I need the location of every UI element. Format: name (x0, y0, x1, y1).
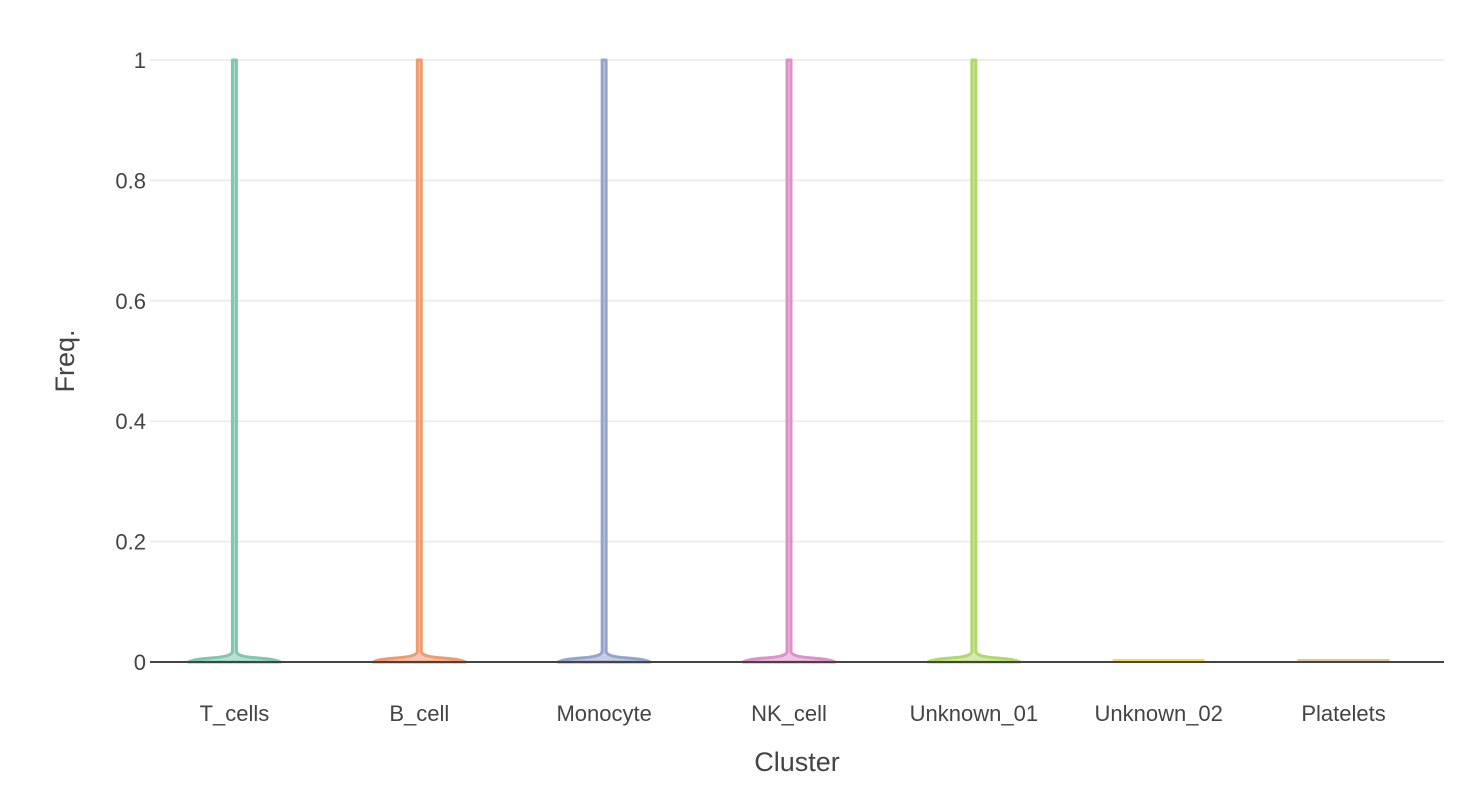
x-axis-title: Cluster (754, 747, 840, 777)
violin-monocyte[interactable] (556, 58, 652, 664)
violin-layer (186, 58, 1390, 664)
y-tick-label: 0.6 (115, 289, 146, 314)
violin-b-cell[interactable] (371, 58, 467, 664)
violin-body (186, 58, 282, 664)
grid-layer (150, 59, 1444, 543)
y-tick-label: 0.8 (115, 168, 146, 193)
x-tick-label: Unknown_02 (1094, 701, 1222, 726)
violin-nk-cell[interactable] (741, 58, 837, 664)
violin-body (926, 58, 1022, 664)
violin-body (556, 58, 652, 664)
y-tick-label: 1 (134, 48, 146, 73)
y-tick-labels: 0 0.2 0.4 0.6 0.8 1 (115, 48, 146, 675)
x-tick-label: Monocyte (556, 701, 651, 726)
violin-t-cells[interactable] (186, 58, 282, 664)
x-tick-label: Platelets (1301, 701, 1385, 726)
x-tick-label: Unknown_01 (910, 701, 1038, 726)
y-tick-label: 0 (134, 650, 146, 675)
x-tick-labels: T_cells B_cell Monocyte NK_cell Unknown_01 Un… (200, 701, 1386, 726)
x-tick-label: T_cells (200, 701, 270, 726)
y-tick-label: 0.2 (115, 530, 146, 555)
violin-body (371, 58, 467, 664)
y-tick-label: 0.4 (115, 409, 146, 434)
violin-body (741, 58, 837, 664)
violin-unknown-01[interactable] (926, 58, 1022, 664)
x-tick-label: B_cell (389, 701, 449, 726)
y-axis-title: Freq. (50, 329, 80, 392)
x-tick-label: NK_cell (751, 701, 827, 726)
